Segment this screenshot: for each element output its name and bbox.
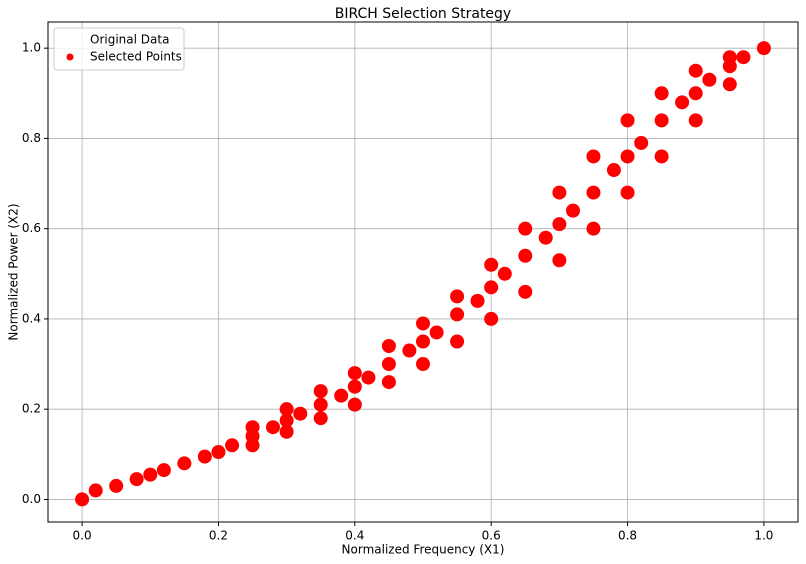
point (129, 472, 144, 487)
point (293, 406, 308, 421)
point (313, 384, 328, 399)
legend-label: Selected Points (90, 50, 182, 64)
y-tick-label: 0.4 (22, 311, 41, 325)
point (484, 280, 499, 295)
point (347, 366, 362, 381)
point (225, 438, 240, 453)
point (197, 449, 212, 464)
legend: Original Data Selected Points (53, 27, 185, 71)
point (245, 438, 260, 453)
point (552, 217, 567, 232)
point (361, 370, 376, 385)
point (88, 483, 103, 498)
legend-marker (66, 53, 74, 61)
point (416, 316, 430, 331)
point (177, 456, 192, 471)
point (416, 357, 430, 372)
x-tick-label: 0.6 (482, 529, 501, 543)
point (279, 402, 294, 417)
point (566, 203, 580, 218)
x-axis-label: Normalized Frequency (X1) (342, 543, 505, 557)
point (606, 163, 621, 178)
point (688, 63, 703, 78)
point (586, 185, 601, 200)
point (722, 77, 737, 92)
point (211, 445, 226, 460)
point (143, 467, 158, 482)
plot-frame (47, 21, 799, 523)
point (279, 424, 294, 439)
point (450, 289, 465, 304)
point (634, 135, 649, 150)
point (416, 334, 430, 349)
point (347, 379, 362, 394)
x-tick-label: 1.0 (754, 529, 773, 543)
y-tick-label: 0.6 (22, 221, 41, 235)
point (620, 149, 635, 164)
point (518, 248, 533, 263)
point (484, 311, 499, 326)
point (552, 253, 567, 268)
point (484, 257, 499, 272)
legend-box (53, 27, 185, 71)
point (109, 478, 124, 493)
point (518, 221, 533, 236)
point (736, 50, 751, 65)
point (620, 185, 635, 200)
x-tick-label: 0.8 (618, 529, 637, 543)
y-tick-label: 0.8 (22, 131, 41, 145)
legend-label: Original Data (90, 33, 169, 47)
point (402, 343, 417, 358)
point (245, 420, 260, 435)
point (266, 420, 280, 435)
y-tick-label: 0.0 (22, 492, 41, 506)
point (518, 284, 533, 299)
point (450, 307, 465, 322)
point (381, 375, 396, 390)
y-tick-label: 0.2 (22, 402, 41, 416)
point (313, 411, 328, 426)
point (381, 357, 396, 372)
legend-marker (66, 36, 74, 44)
point (470, 293, 485, 308)
point (702, 72, 717, 87)
point (586, 149, 601, 164)
point (586, 221, 601, 236)
point (675, 95, 690, 110)
point (654, 113, 669, 128)
point (654, 149, 669, 164)
point (156, 463, 171, 478)
point (450, 334, 465, 349)
point (381, 339, 396, 354)
point (552, 185, 567, 200)
x-tick-label: 0.0 (73, 529, 92, 543)
point (688, 86, 703, 101)
point (688, 113, 703, 128)
point (722, 50, 737, 65)
point (538, 230, 553, 245)
point (497, 266, 512, 281)
point (429, 325, 444, 340)
point (279, 413, 294, 428)
point (75, 492, 90, 507)
y-axis-label: Normalized Power (X2) (7, 203, 21, 340)
point (654, 86, 669, 101)
point (334, 388, 349, 403)
point (313, 397, 328, 412)
x-tick-label: 0.2 (209, 529, 228, 543)
y-tick-label: 1.0 (22, 41, 41, 55)
point (620, 113, 635, 128)
point (756, 41, 771, 56)
x-tick-label: 0.4 (345, 529, 364, 543)
chart-title: BIRCH Selection Strategy (335, 6, 511, 22)
point (347, 397, 362, 412)
